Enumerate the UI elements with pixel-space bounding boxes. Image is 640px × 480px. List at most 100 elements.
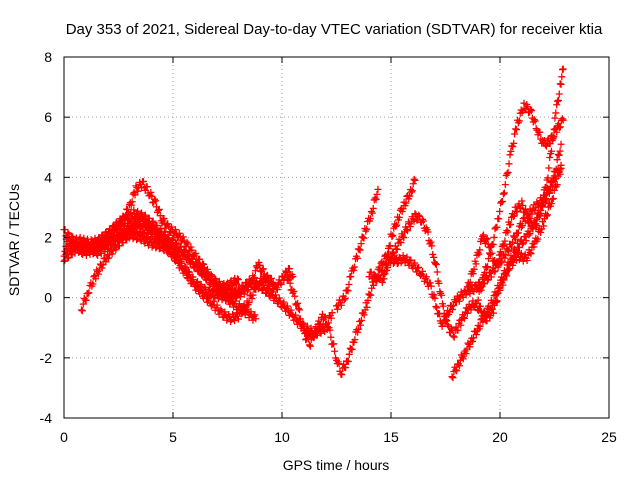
data-point: [459, 355, 467, 363]
data-point: [95, 270, 103, 278]
data-point: [559, 65, 567, 73]
data-point: [479, 231, 487, 239]
data-point: [245, 299, 253, 307]
data-point: [462, 350, 470, 358]
data-point: [276, 279, 284, 287]
data-point: [406, 222, 414, 230]
data-point: [200, 260, 208, 268]
data-point: [115, 234, 122, 242]
data-point: [479, 232, 487, 240]
data-point: [272, 291, 280, 299]
data-point: [267, 274, 275, 282]
data-point: [344, 357, 352, 365]
data-point: [350, 266, 358, 274]
data-point: [156, 212, 164, 220]
data-point: [453, 367, 461, 375]
data-point: [338, 371, 346, 379]
data-point: [469, 337, 477, 345]
data-point: [134, 187, 142, 195]
data-point: [160, 215, 168, 223]
data-point: [509, 143, 517, 151]
data-point: [549, 195, 557, 202]
data-point: [482, 236, 490, 244]
data-point: [551, 114, 559, 122]
data-point: [128, 222, 136, 230]
data-point: [249, 291, 257, 299]
data-point: [333, 305, 341, 313]
data-point: [286, 279, 294, 287]
data-point: [495, 284, 503, 292]
data-point: [452, 366, 460, 374]
axis-ticks: [63, 56, 610, 419]
data-point: [327, 314, 335, 322]
data-point: [415, 211, 423, 219]
data-point: [526, 214, 534, 222]
data-point: [501, 181, 509, 189]
data-point: [82, 296, 90, 304]
data-point: [268, 288, 276, 296]
data-point: [438, 322, 446, 330]
data-point: [124, 209, 132, 217]
data-point: [457, 321, 465, 329]
data-point: [147, 188, 155, 196]
data-point: [354, 328, 362, 336]
data-point: [372, 277, 380, 285]
data-point: [449, 301, 457, 309]
data-point: [192, 249, 200, 257]
data-point: [556, 123, 564, 131]
data-point: [108, 250, 116, 258]
data-point: [495, 215, 503, 223]
data-point: [93, 250, 101, 258]
data-point: [234, 276, 242, 284]
data-point: [98, 264, 106, 272]
data-point: [510, 139, 518, 147]
data-point: [544, 174, 552, 182]
data-point: [397, 239, 405, 247]
data-point: [273, 286, 281, 294]
data-point: [199, 289, 207, 297]
data-point: [177, 258, 185, 266]
data-point: [171, 226, 179, 234]
data-points: [60, 65, 567, 382]
data-point: [499, 275, 507, 283]
data-point: [538, 202, 546, 210]
data-point: [547, 178, 555, 186]
data-point: [94, 251, 102, 259]
y-tick-label: -2: [40, 350, 53, 366]
data-point: [466, 343, 474, 351]
data-point: [537, 228, 545, 236]
data-point: [231, 297, 239, 305]
data-point: [555, 151, 563, 159]
data-point: [527, 107, 535, 115]
data-point: [282, 269, 290, 277]
data-point: [466, 290, 474, 298]
data-point: [511, 130, 519, 138]
data-point: [478, 282, 486, 290]
data-point: [476, 246, 484, 254]
x-tick-labels: 0 5 10 15 20 25: [60, 429, 617, 445]
data-point: [176, 243, 184, 251]
data-point: [203, 265, 211, 273]
data-point: [514, 229, 522, 237]
data-point: [466, 278, 474, 286]
data-point: [321, 313, 329, 321]
data-point: [486, 250, 494, 258]
data-point: [550, 125, 558, 133]
data-point: [367, 291, 375, 299]
data-point: [264, 286, 272, 294]
data-point: [159, 216, 167, 224]
data-point: [154, 206, 162, 214]
chart-title: Day 353 of 2021, Sidereal Day-to-day VTE…: [66, 21, 603, 38]
data-point: [78, 307, 86, 315]
data-point: [122, 228, 130, 236]
data-point: [512, 125, 520, 133]
data-point: [215, 282, 223, 290]
data-point: [91, 272, 99, 280]
data-point: [455, 297, 463, 305]
data-point: [553, 156, 561, 164]
data-point: [337, 301, 345, 309]
y-tick-label: 2: [44, 230, 52, 246]
x-tick-label: 15: [383, 429, 399, 445]
data-point: [496, 283, 504, 291]
data-point: [427, 238, 435, 246]
